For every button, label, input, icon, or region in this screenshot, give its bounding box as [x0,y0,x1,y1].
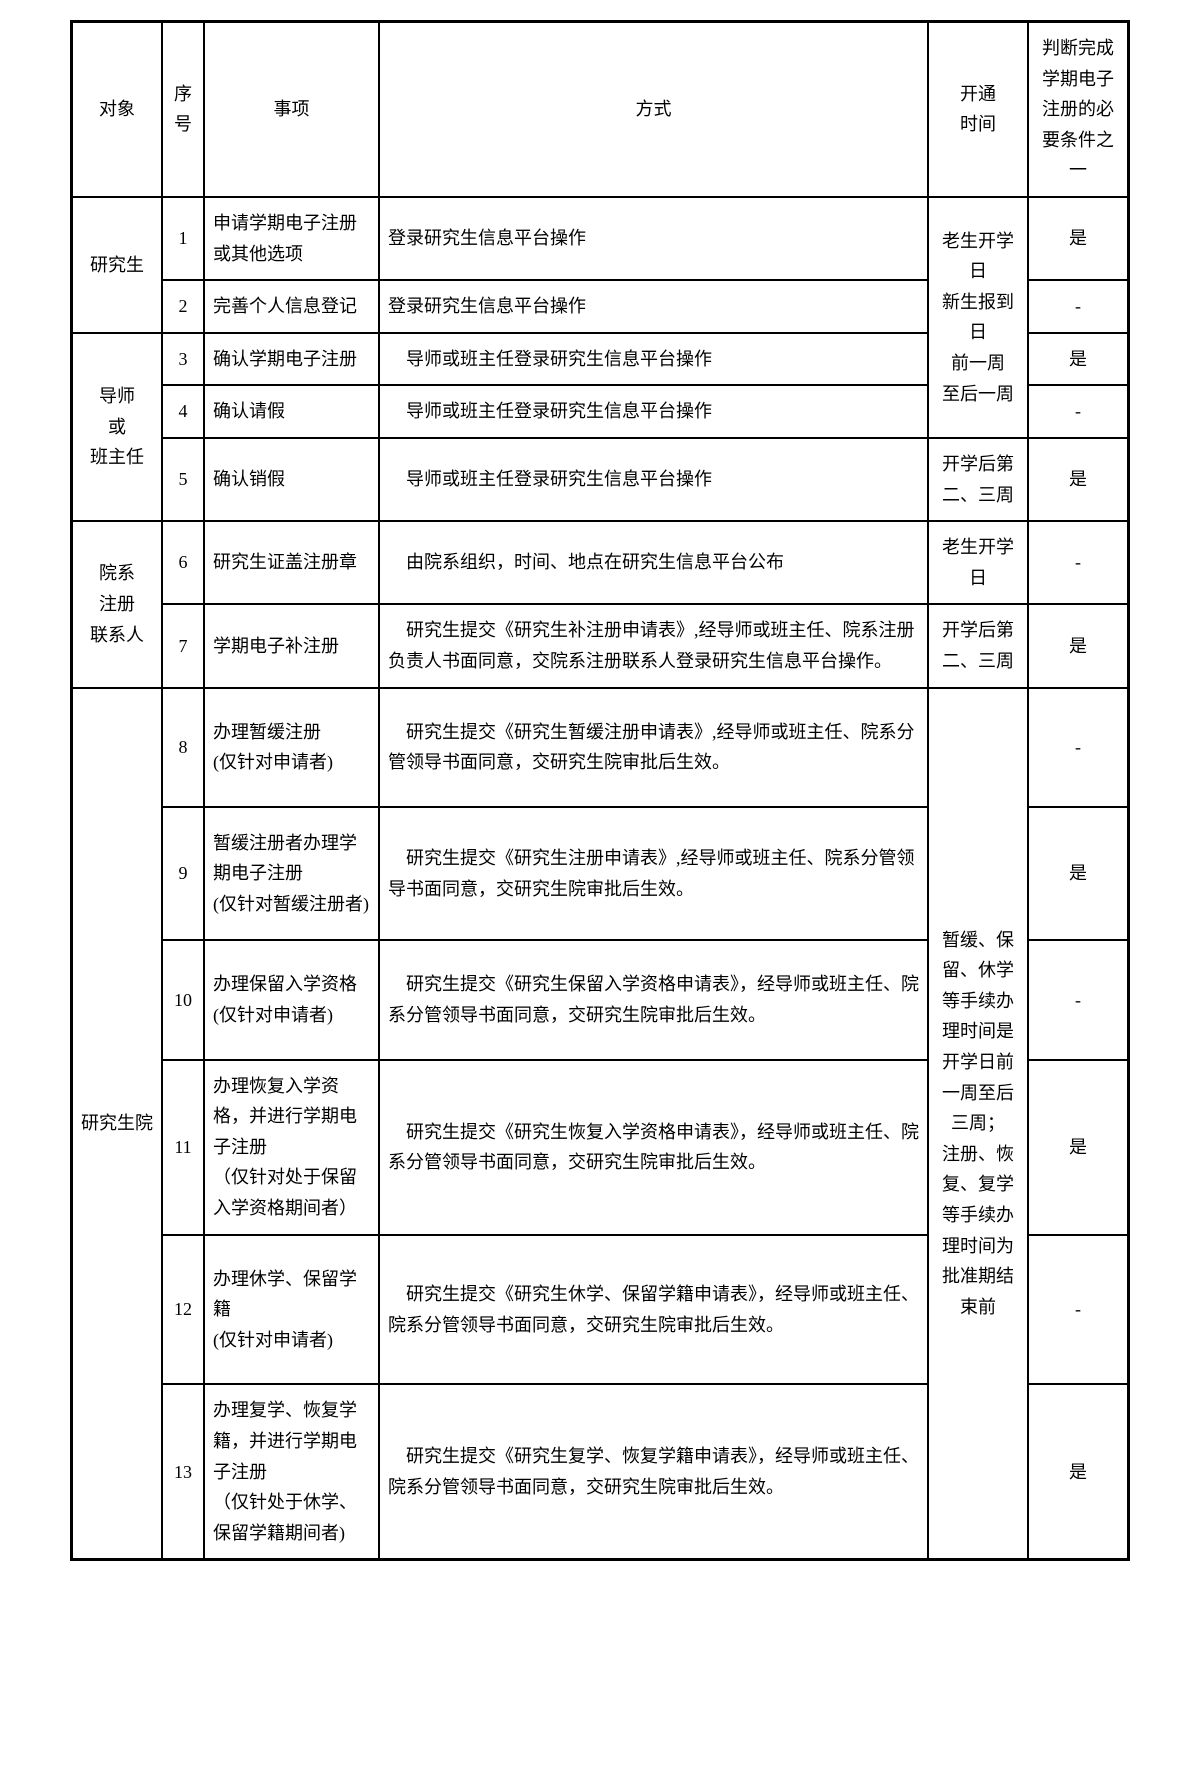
item-10: 办理保留入学资格 (仅针对申请者) [204,940,379,1059]
method-1: 登录研究生信息平台操作 [379,197,928,280]
seq-9: 9 [162,807,204,941]
seq-3: 3 [162,333,204,386]
header-row: 对象 序号 事项 方式 开通 时间 判断完成学期电子注册的必要条件之一 [72,22,1128,197]
table-row: 院系 注册 联系人 6 研究生证盖注册章 由院系组织，时间、地点在研究生信息平台… [72,521,1128,604]
item-6: 研究生证盖注册章 [204,521,379,604]
condition-6: - [1028,521,1128,604]
condition-7: 是 [1028,604,1128,687]
condition-3: 是 [1028,333,1128,386]
condition-8: - [1028,688,1128,807]
item-5: 确认销假 [204,438,379,521]
time-4: 开学后第二、三周 [928,604,1028,687]
condition-10: - [1028,940,1128,1059]
seq-8: 8 [162,688,204,807]
seq-5: 5 [162,438,204,521]
method-2: 登录研究生信息平台操作 [379,280,928,333]
condition-2: - [1028,280,1128,333]
item-2: 完善个人信息登记 [204,280,379,333]
method-5: 导师或班主任登录研究生信息平台操作 [379,438,928,521]
method-6: 由院系组织，时间、地点在研究生信息平台公布 [379,521,928,604]
seq-2: 2 [162,280,204,333]
item-12: 办理休学、保留学籍 (仅针对申请者) [204,1235,379,1385]
time-1: 老生开学日 新生报到日 前一周 至后一周 [928,197,1028,438]
item-3: 确认学期电子注册 [204,333,379,386]
header-item: 事项 [204,22,379,197]
seq-1: 1 [162,197,204,280]
seq-12: 12 [162,1235,204,1385]
table-row: 5 确认销假 导师或班主任登录研究生信息平台操作 开学后第二、三周 是 [72,438,1128,521]
method-9: 研究生提交《研究生注册申请表》,经导师或班主任、院系分管领导书面同意，交研究生院… [379,807,928,941]
header-condition: 判断完成学期电子注册的必要条件之一 [1028,22,1128,197]
method-8: 研究生提交《研究生暂缓注册申请表》,经导师或班主任、院系分管领导书面同意，交研究… [379,688,928,807]
item-8: 办理暂缓注册 (仅针对申请者) [204,688,379,807]
method-12: 研究生提交《研究生休学、保留学籍申请表》，经导师或班主任、院系分管领导书面同意，… [379,1235,928,1385]
method-10: 研究生提交《研究生保留入学资格申请表》，经导师或班主任、院系分管领导书面同意，交… [379,940,928,1059]
subject-graduate: 研究生 [72,197,162,333]
subject-dept: 院系 注册 联系人 [72,521,162,687]
header-subject: 对象 [72,22,162,197]
condition-5: 是 [1028,438,1128,521]
condition-1: 是 [1028,197,1128,280]
registration-table-container: 对象 序号 事项 方式 开通 时间 判断完成学期电子注册的必要条件之一 研究生 … [70,20,1130,1561]
registration-table: 对象 序号 事项 方式 开通 时间 判断完成学期电子注册的必要条件之一 研究生 … [70,20,1130,1561]
condition-13: 是 [1028,1384,1128,1559]
item-9: 暂缓注册者办理学期电子注册 (仅针对暂缓注册者) [204,807,379,941]
time-3: 老生开学日 [928,521,1028,604]
condition-9: 是 [1028,807,1128,941]
condition-4: - [1028,385,1128,438]
method-11: 研究生提交《研究生恢复入学资格申请表》，经导师或班主任、院系分管领导书面同意，交… [379,1060,928,1235]
seq-11: 11 [162,1060,204,1235]
table-row: 7 学期电子补注册 研究生提交《研究生补注册申请表》,经导师或班主任、院系注册负… [72,604,1128,687]
seq-6: 6 [162,521,204,604]
seq-10: 10 [162,940,204,1059]
time-2: 开学后第二、三周 [928,438,1028,521]
subject-advisor: 导师 或 班主任 [72,333,162,521]
method-13: 研究生提交《研究生复学、恢复学籍申请表》，经导师或班主任、院系分管领导书面同意，… [379,1384,928,1559]
method-3: 导师或班主任登录研究生信息平台操作 [379,333,928,386]
time-5: 暂缓、保留、休学等手续办理时间是开学日前一周至后三周； 注册、恢复、复学等手续办… [928,688,1028,1560]
condition-11: 是 [1028,1060,1128,1235]
item-4: 确认请假 [204,385,379,438]
table-row: 研究生院 8 办理暂缓注册 (仅针对申请者) 研究生提交《研究生暂缓注册申请表》… [72,688,1128,807]
condition-12: - [1028,1235,1128,1385]
method-7: 研究生提交《研究生补注册申请表》,经导师或班主任、院系注册负责人书面同意，交院系… [379,604,928,687]
table-row: 研究生 1 申请学期电子注册或其他选项 登录研究生信息平台操作 老生开学日 新生… [72,197,1128,280]
item-7: 学期电子补注册 [204,604,379,687]
seq-13: 13 [162,1384,204,1559]
seq-7: 7 [162,604,204,687]
item-13: 办理复学、恢复学籍，并进行学期电子注册 （仅针处于休学、保留学籍期间者) [204,1384,379,1559]
item-11: 办理恢复入学资格，并进行学期电子注册 （仅针对处于保留入学资格期间者） [204,1060,379,1235]
method-4: 导师或班主任登录研究生信息平台操作 [379,385,928,438]
header-method: 方式 [379,22,928,197]
subject-school: 研究生院 [72,688,162,1560]
seq-4: 4 [162,385,204,438]
header-seq: 序号 [162,22,204,197]
header-time: 开通 时间 [928,22,1028,197]
item-1: 申请学期电子注册或其他选项 [204,197,379,280]
